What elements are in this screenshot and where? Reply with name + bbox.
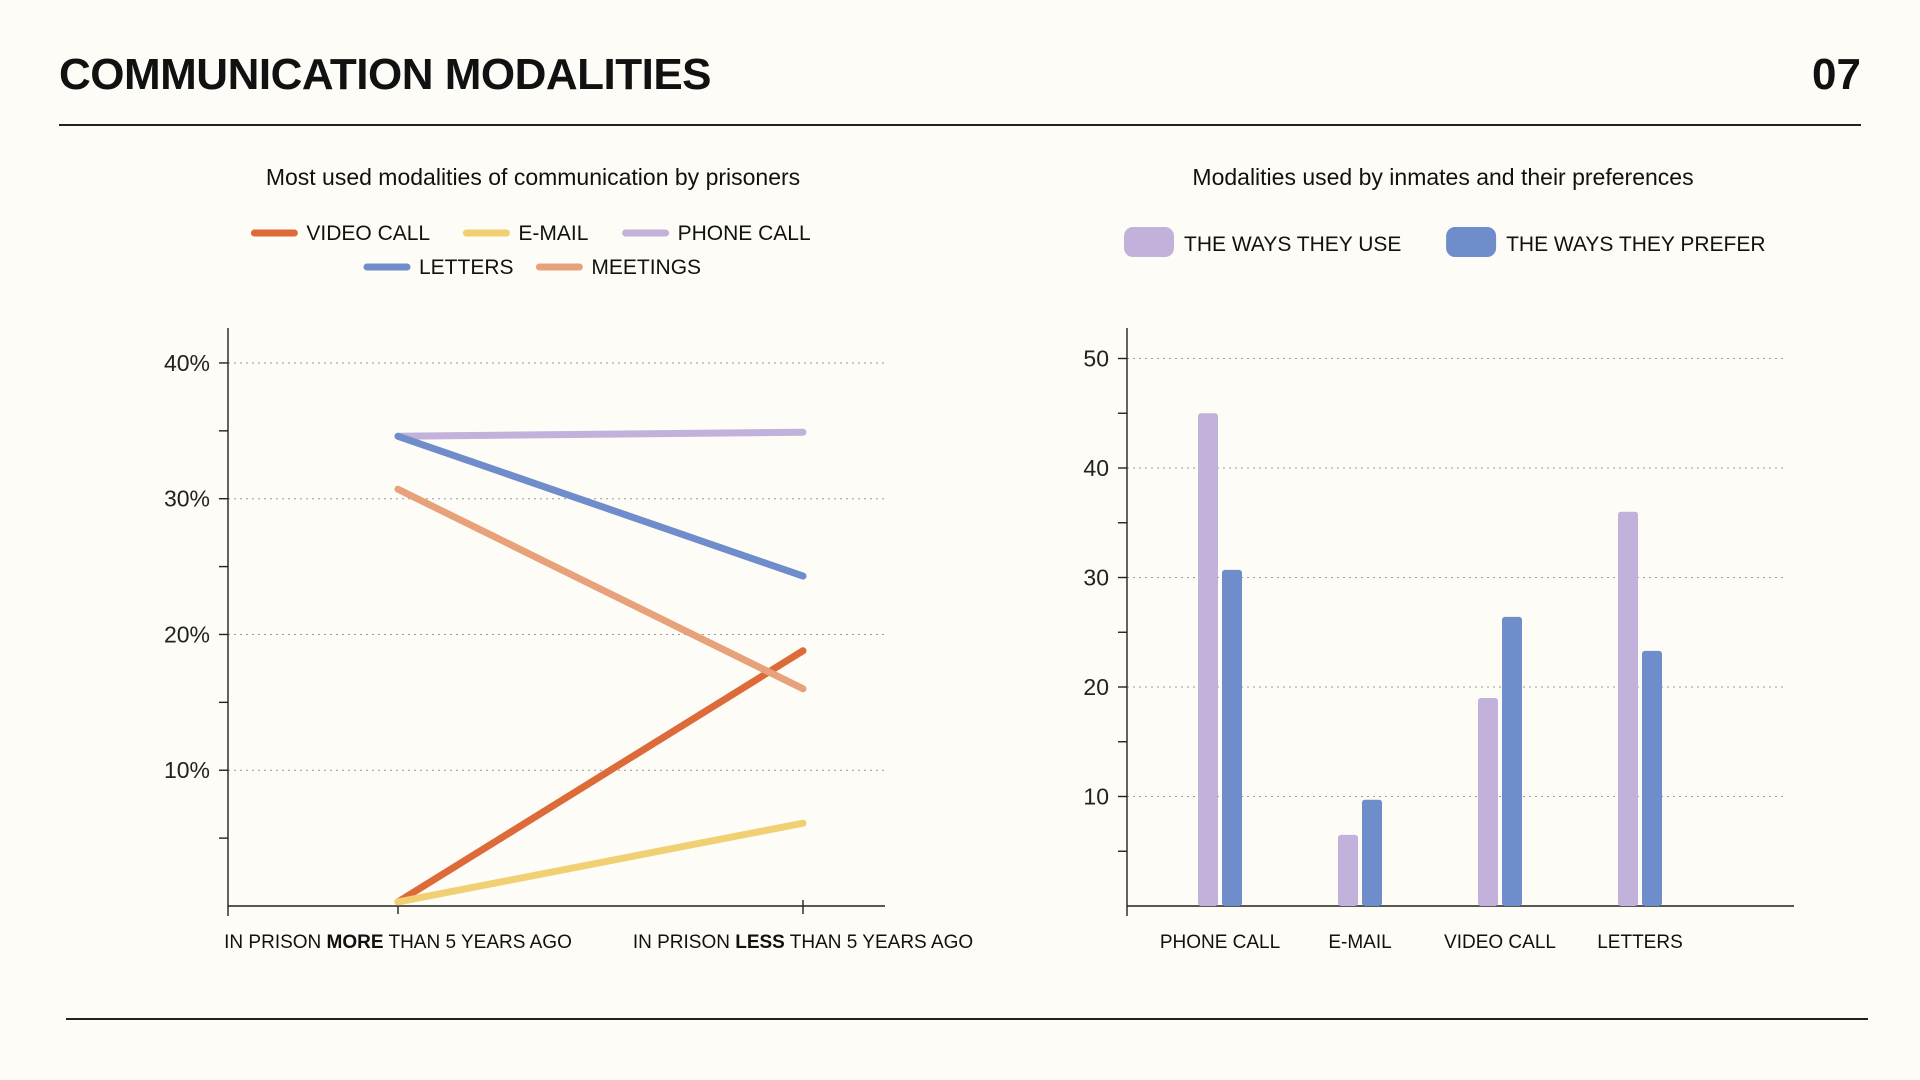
y-tick-label: 10 (1083, 784, 1109, 810)
legend-label: THE WAYS THEY PREFER (1506, 233, 1765, 256)
bar-e-mail-prefer (1362, 799, 1382, 906)
legend-swatch (1446, 227, 1497, 257)
bar-chart: Modalities used by inmates and their pre… (1083, 164, 1794, 953)
bar-video-call-use (1478, 697, 1498, 906)
legend-label: MEETINGS (591, 256, 701, 279)
bar-chart-title: Modalities used by inmates and their pre… (1192, 164, 1693, 190)
y-tick-label: 50 (1083, 346, 1109, 372)
legend-item-meetings: MEETINGS (535, 256, 701, 279)
legend-label: E-MAIL (518, 222, 588, 245)
legend-label: THE WAYS THEY USE (1184, 233, 1401, 256)
y-tick-label: 10% (164, 757, 210, 783)
x-category-label: IN PRISON MORE THAN 5 YEARS AGO (224, 932, 572, 953)
legend-item-letters: LETTERS (363, 256, 514, 279)
series-line-letters (394, 432, 807, 580)
y-tick-label: 30% (164, 486, 210, 512)
x-category-label: PHONE CALL (1160, 932, 1280, 953)
series-line-video-call (394, 647, 807, 906)
line-chart: Most used modalities of communication by… (164, 164, 973, 953)
y-tick-label: 40% (164, 350, 210, 376)
legend-label: VIDEO CALL (306, 222, 430, 245)
x-category-label: E-MAIL (1328, 932, 1391, 953)
series-line-e-mail (394, 819, 807, 906)
line-chart-title: Most used modalities of communication by… (266, 164, 800, 190)
bar-letters-use (1618, 511, 1638, 906)
bar-phone-call-use (1198, 413, 1218, 906)
legend-item-phone-call: PHONE CALL (622, 222, 811, 245)
legend-label: LETTERS (419, 256, 514, 279)
y-tick-label: 20 (1083, 674, 1109, 700)
page-number: 07 (1812, 50, 1861, 99)
footer-divider (66, 1018, 1868, 1020)
y-tick-label: 40 (1083, 455, 1109, 481)
legend-label: PHONE CALL (678, 222, 811, 245)
legend-item-the-ways-they-use: THE WAYS THEY USE (1124, 227, 1401, 257)
legend-swatch (1124, 227, 1174, 257)
x-category-label: IN PRISON LESS THAN 5 YEARS AGO (633, 932, 973, 953)
page-title: COMMUNICATION MODALITIES (59, 50, 712, 99)
header-divider (59, 124, 1861, 126)
y-tick-label: 30 (1083, 565, 1109, 591)
series-line-meetings (394, 485, 807, 693)
bar-e-mail-use (1338, 834, 1358, 906)
legend-item-the-ways-they-prefer: THE WAYS THEY PREFER (1446, 227, 1766, 257)
x-category-label: LETTERS (1597, 932, 1683, 953)
series-line-phone-call (394, 428, 807, 440)
bar-letters-prefer (1642, 650, 1662, 906)
x-category-label: VIDEO CALL (1444, 932, 1556, 953)
bar-video-call-prefer (1502, 616, 1522, 906)
legend-item-video-call: VIDEO CALL (250, 222, 430, 245)
legend-item-e-mail: E-MAIL (462, 222, 588, 245)
y-tick-label: 20% (164, 621, 210, 647)
bar-phone-call-prefer (1222, 569, 1242, 906)
